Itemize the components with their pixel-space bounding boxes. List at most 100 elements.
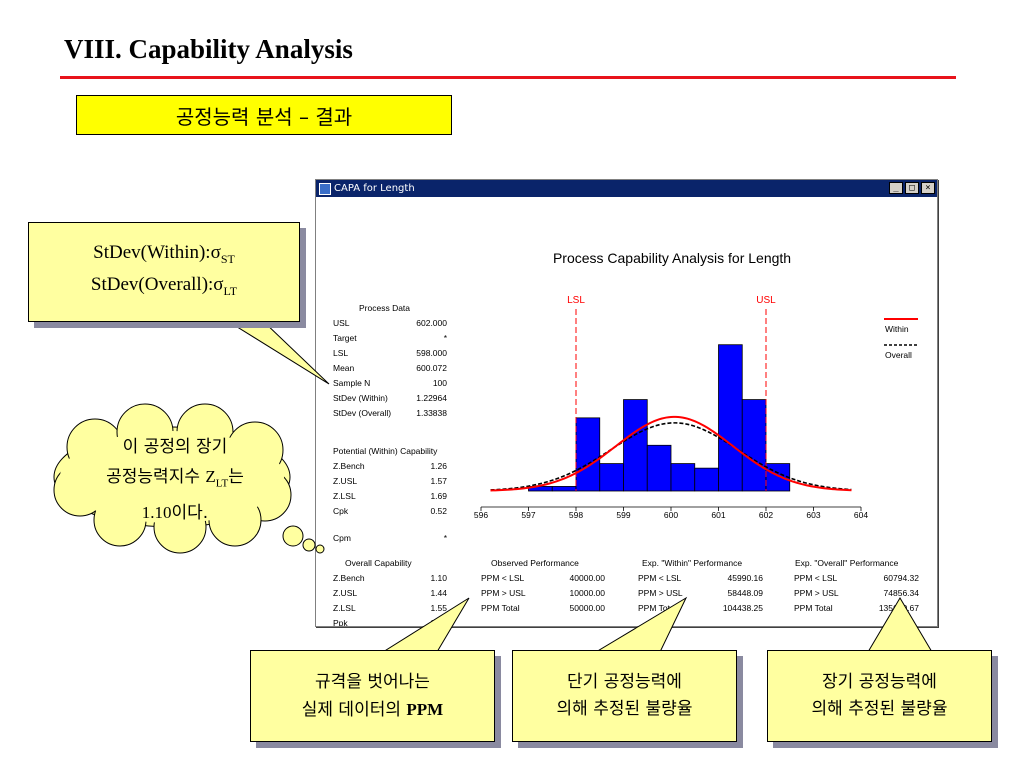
histogram-bars — [528, 344, 791, 492]
pd-value: 602.000 — [416, 318, 447, 328]
chart-legend: Within Overall — [884, 318, 918, 360]
exp-overall-heading: Exp. "Overall" Performance — [795, 558, 899, 568]
subtitle-text: 공정능력 분석 – 결과 — [175, 104, 353, 129]
cloud-line-1: 이 공정의 장기 — [122, 437, 228, 457]
obs-label: PPM > USL — [481, 588, 526, 598]
pot-label: Z.Bench — [333, 461, 365, 471]
pd-value: 1.33838 — [416, 408, 447, 418]
histogram-bar — [670, 463, 696, 492]
window-titlebar[interactable]: CAPA for Length _ □ × — [316, 180, 937, 197]
x-tick-label: 604 — [854, 510, 868, 520]
observed-heading: Observed Performance — [491, 558, 579, 568]
spec-limits: LSL USL — [567, 295, 776, 491]
eo-value: 74856.34 — [884, 588, 920, 598]
eo-label: PPM < LSL — [794, 573, 838, 583]
obs-value: 10000.00 — [570, 588, 606, 598]
pd-label: Mean — [333, 363, 355, 373]
ew-label: PPM Total — [638, 603, 677, 613]
window-title: CAPA for Length — [334, 183, 415, 194]
ppm-line-2: 실제 데이터의 PPM — [301, 699, 444, 720]
histogram-bar — [551, 486, 577, 492]
obs-label: PPM Total — [481, 603, 520, 613]
pd-value: 598.000 — [416, 348, 447, 358]
capability-window[interactable]: CAPA for Length _ □ × Process Capability… — [315, 179, 938, 628]
chart-title: Process Capability Analysis for Length — [553, 250, 791, 266]
x-tick-label: 599 — [616, 510, 630, 520]
minimize-button[interactable]: _ — [889, 182, 903, 194]
slide-title: VIII. Capability Analysis — [64, 34, 353, 64]
x-tick-label: 596 — [474, 510, 488, 520]
pot-value: 1.26 — [430, 461, 447, 471]
x-tick-label: 603 — [806, 510, 820, 520]
histogram-bar — [718, 344, 743, 492]
histogram-bar — [741, 399, 767, 492]
title-rule — [60, 76, 956, 79]
observed-table: PPM < LSL 40000.00 PPM > USL 10000.00 PP… — [481, 573, 605, 613]
eo-label: PPM Total — [794, 603, 833, 613]
cpm-value: * — [444, 533, 448, 543]
cpm-label: Cpm — [333, 533, 351, 543]
x-tick-label: 597 — [521, 510, 535, 520]
app-icon — [319, 182, 331, 195]
cloud-line-3: 1.10이다. — [141, 503, 209, 524]
pd-label: StDev (Within) — [333, 393, 388, 403]
oc-value: 0.48 — [430, 618, 447, 626]
distribution-curves — [490, 415, 852, 492]
oc-value: 1.10 — [430, 573, 447, 583]
ew-value: 104438.25 — [723, 603, 763, 613]
pd-label: USL — [333, 318, 350, 328]
obs-label: PPM < LSL — [481, 573, 525, 583]
exp-overall-table: PPM < LSL 60794.32 PPM > USL 74856.34 PP… — [794, 573, 919, 613]
eo-value: 60794.32 — [884, 573, 920, 583]
pd-value: 100 — [433, 378, 447, 388]
obs-value: 40000.00 — [570, 573, 606, 583]
ew-label: PPM < LSL — [638, 573, 682, 583]
pd-label: Sample N — [333, 378, 370, 388]
pd-label: LSL — [333, 348, 348, 358]
pd-label: StDev (Overall) — [333, 408, 391, 418]
exp-within-table: PPM < LSL 45990.16 PPM > USL 58448.09 PP… — [638, 573, 763, 613]
capability-chart: Process Capability Analysis for Length P… — [333, 250, 919, 628]
x-tick-label: 601 — [711, 510, 725, 520]
pd-value: * — [444, 333, 448, 343]
x-tick-label: 600 — [664, 510, 678, 520]
pot-value: 0.52 — [430, 506, 447, 516]
oc-value: 1.44 — [430, 588, 447, 598]
legend-overall-label: Overall — [885, 350, 912, 360]
ppm-line-1: 규격을 벗어나는 — [315, 671, 430, 692]
histogram-bar — [646, 444, 672, 492]
sigma-line-within: StDev(Within):σST — [93, 242, 235, 266]
cloud-text: 이 공정의 장기 공정능력지수 ZLT는 1.10이다. — [62, 432, 288, 528]
eo-label: PPM > USL — [794, 588, 839, 598]
pd-value: 1.22964 — [416, 393, 447, 403]
pot-value: 1.69 — [430, 491, 447, 501]
lsl-label: LSL — [567, 295, 585, 306]
cloud-line-2: 공정능력지수 ZLT는 — [106, 467, 244, 490]
oc-label: Ppk — [333, 618, 348, 626]
pot-label: Z.USL — [333, 476, 357, 486]
overall-cap-table: Z.Bench 1.10 Z.USL 1.44 Z.LSL 1.55 Ppk 0… — [333, 573, 447, 628]
window-body: Process Capability Analysis for Length P… — [316, 197, 937, 628]
obs-value: 50000.00 — [570, 603, 606, 613]
close-button[interactable]: × — [921, 182, 935, 194]
process-data-table: USL 602.000 Target * LSL 598.000 Mean 60… — [333, 318, 448, 418]
x-axis: 596 597 598 599 600 601 602 603 604 — [474, 506, 868, 520]
process-data-heading: Process Data — [359, 303, 410, 313]
overall-line-1: 장기 공정능력에 — [822, 672, 937, 692]
potential-table: Z.Bench 1.26 Z.USL 1.57 Z.LSL 1.69 Cpk 0… — [333, 461, 448, 543]
ew-value: 45990.16 — [728, 573, 764, 583]
x-tick-label: 598 — [569, 510, 583, 520]
pot-label: Z.LSL — [333, 491, 356, 501]
sigma-line-overall: StDev(Overall):σLT — [90, 274, 238, 298]
oc-label: Z.LSL — [333, 603, 356, 613]
potential-heading: Potential (Within) Capability — [333, 446, 438, 456]
pd-value: 600.072 — [416, 363, 447, 373]
overall-cap-heading: Overall Capability — [345, 558, 412, 568]
overall-callout: 장기 공정능력에 의해 추정된 불량율 — [767, 650, 992, 742]
usl-label: USL — [756, 295, 776, 306]
within-curve — [490, 415, 852, 492]
pot-label: Cpk — [333, 506, 349, 516]
histogram-bar — [694, 467, 719, 492]
histogram-bar — [575, 417, 601, 492]
maximize-button[interactable]: □ — [905, 182, 919, 194]
